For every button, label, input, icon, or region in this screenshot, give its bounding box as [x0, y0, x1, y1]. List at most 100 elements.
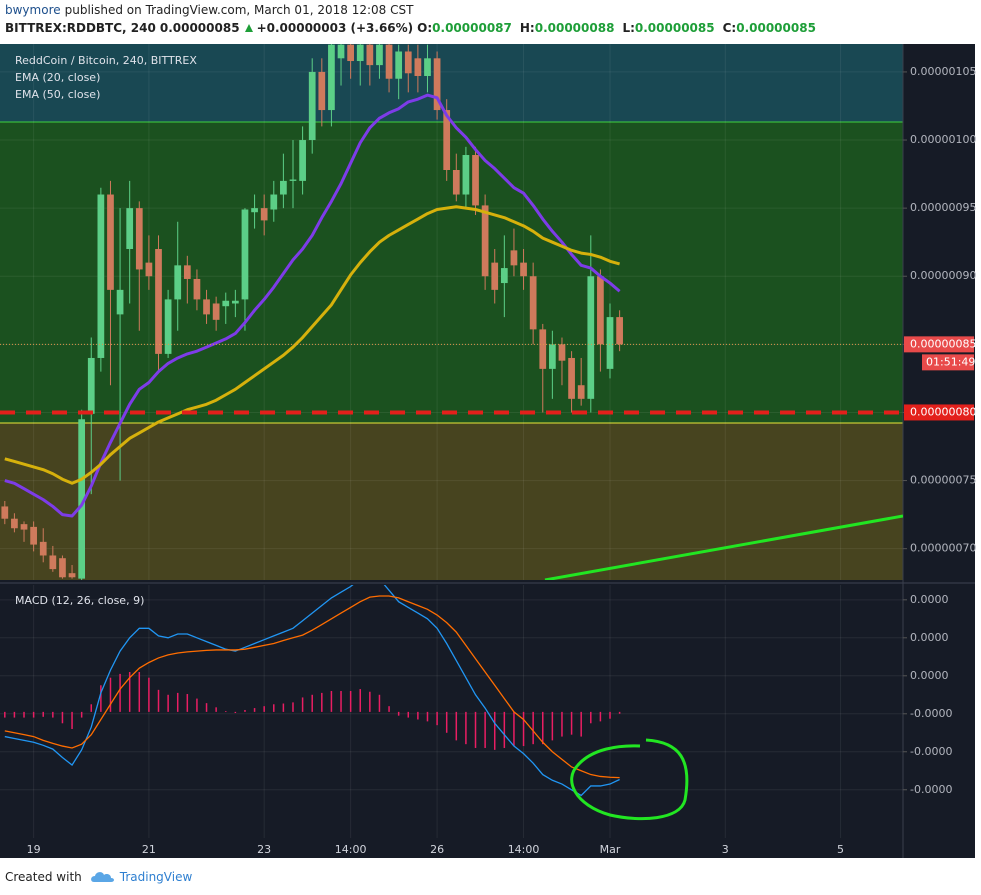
histogram-bar: [426, 711, 429, 722]
candle-body: [462, 155, 470, 195]
author[interactable]: bwymore: [5, 3, 61, 17]
histogram-bar: [340, 690, 342, 712]
candle-body: [193, 278, 201, 300]
histogram-bar: [244, 709, 246, 712]
candle-body: [424, 58, 431, 77]
histogram-bar: [119, 673, 121, 712]
histogram-bar: [349, 690, 352, 712]
candle-body: [174, 265, 182, 300]
histogram-bar: [445, 711, 448, 733]
histogram-bar: [493, 711, 496, 750]
candle-body: [49, 555, 57, 570]
price-pane: [0, 44, 903, 580]
macd-pane: [4, 585, 621, 797]
candle-body: [241, 209, 249, 300]
candle-body: [251, 208, 258, 213]
last-price-box: [904, 336, 974, 353]
ohlc-value: 0.00000085: [634, 21, 715, 35]
histogram-bar: [263, 706, 265, 712]
candle-body: [577, 385, 585, 399]
ohlc: H:0.00000088: [520, 21, 619, 35]
x-tick-label: 14:00: [335, 843, 367, 856]
zone-lower: [0, 423, 903, 580]
histogram-bar: [369, 691, 371, 712]
histogram-bar: [561, 711, 563, 737]
alert-label: 0.00000080: [910, 405, 976, 418]
histogram-bar: [580, 711, 582, 737]
candle-body: [97, 194, 105, 358]
zone-upper: [0, 44, 903, 122]
candle-body: [616, 317, 623, 345]
candle-body: [203, 299, 210, 315]
axes: 0.00000070 0.00000075 0.00000080 0.00000085…: [27, 65, 977, 856]
y-tick-label: -0.0000: [910, 745, 952, 758]
candle-body: [520, 262, 527, 277]
histogram-bar: [42, 711, 44, 717]
macd-line: [4, 595, 620, 779]
candle-body: [356, 44, 364, 62]
histogram-bar: [407, 711, 410, 718]
histogram-bar: [513, 711, 515, 747]
grid: [0, 44, 903, 838]
histogram-bar: [148, 677, 150, 712]
candle-body: [87, 357, 95, 414]
candle-body: [443, 110, 451, 170]
histogram-bar: [196, 698, 198, 712]
candle-body: [529, 276, 537, 330]
alert-box: [904, 404, 974, 421]
histogram-bar: [109, 677, 112, 712]
candle-body: [510, 250, 518, 266]
candle-body: [491, 262, 499, 290]
histogram-bar: [321, 692, 323, 712]
histogram-bar: [359, 689, 361, 712]
histogram-bar: [378, 694, 381, 712]
y-tick-label: 0.00000095: [910, 201, 976, 214]
histogram-bar: [311, 694, 313, 712]
candle-body: [395, 51, 403, 79]
candle-body: [164, 299, 172, 354]
histogram-bar: [234, 711, 237, 714]
y-tick-label: 0.00000070: [910, 542, 976, 555]
histogram-bar: [90, 704, 93, 712]
time-axis: [0, 838, 903, 858]
candle-body: [231, 300, 239, 304]
x-tick-label: 5: [837, 843, 844, 856]
candle-body: [414, 58, 422, 77]
up-arrow: [244, 24, 253, 32]
histogram-bar: [397, 711, 400, 716]
y-tick-label: 0.0000: [910, 631, 949, 644]
histogram-bar: [4, 711, 6, 718]
histogram-bar: [551, 711, 554, 741]
y-tick-label: 0.00000090: [910, 269, 976, 282]
ohlc-value: 0.00000088: [534, 21, 615, 35]
histogram-bar: [157, 689, 160, 712]
histogram-bar: [13, 711, 16, 718]
trend-line: [544, 514, 903, 580]
macd-title: MACD (12, 26, close, 9): [15, 594, 144, 607]
candle-body: [260, 208, 268, 221]
x-tick-label: Mar: [600, 843, 621, 856]
countdown: 01:51:49: [926, 355, 975, 368]
candle-body: [558, 344, 566, 361]
x-tick-label: 21: [142, 843, 156, 856]
candle-body: [328, 44, 335, 111]
pane-separator: [0, 582, 975, 584]
candle-body: [433, 58, 441, 111]
y-tick-label: 0.0000: [910, 593, 949, 606]
histogram-bar: [417, 711, 419, 720]
footer: Created with TradingView: [5, 869, 192, 885]
histogram-bar: [215, 707, 217, 712]
candle-body: [452, 169, 460, 195]
brand[interactable]: TradingView: [119, 870, 193, 884]
histogram-bar: [225, 711, 227, 712]
histogram-bar: [522, 711, 525, 747]
candle-body: [404, 51, 412, 74]
y-tick-label: -0.0000: [910, 783, 952, 796]
candle-body: [135, 208, 143, 270]
histogram-bar: [128, 671, 131, 712]
candle-body: [299, 140, 306, 181]
candle-body: [549, 344, 556, 369]
histogram-bar: [388, 706, 390, 712]
histogram-bar: [455, 711, 458, 741]
